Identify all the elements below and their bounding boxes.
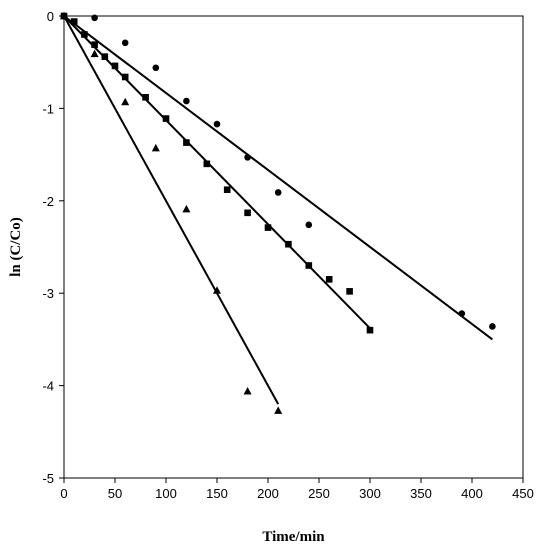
data-point-square [70,18,78,25]
data-point-triangle [182,204,191,213]
x-tick-label: 250 [308,486,330,501]
data-point-square [111,62,119,70]
data-point-triangle [274,406,283,414]
x-tick-label: 350 [410,486,432,501]
data-point-square [162,115,170,122]
data-point-square [346,288,353,295]
data-point-square [285,240,292,248]
plot-frame [63,15,524,479]
x-axis-ticks: 0 50 100 150 200 250 300 350 400 450 [60,478,534,501]
data-markers [60,11,496,414]
data-point-circle [91,14,98,22]
y-tick-label: -2 [42,194,54,209]
data-point-triangle [90,49,99,58]
data-point-circle [489,323,496,330]
data-point-circle [305,221,313,229]
x-tick-label: 300 [359,486,381,501]
fit-line-series-2 [63,15,371,330]
data-point-triangle [121,97,130,106]
data-point-circle [458,310,466,317]
y-axis-ticks: 0 -1 -2 -3 -4 -5 [42,9,64,486]
data-point-triangle [243,386,252,395]
x-axis-label: Time/min [262,529,325,545]
y-tick-label: -1 [42,101,54,116]
data-point-square [264,224,272,231]
data-point-square [81,31,88,38]
fit-line-series-3 [63,15,280,405]
axes [63,15,524,479]
data-point-square [142,94,149,101]
data-point-triangle [151,143,160,152]
data-point-square [366,326,374,334]
x-tick-label: 50 [108,486,122,501]
data-point-square [203,160,211,168]
data-point-circle [244,154,251,161]
data-point-triangle [213,286,221,294]
data-point-square [305,262,313,269]
data-point-square [223,186,231,194]
y-axis-label: ln (C/Co) [8,217,24,277]
data-point-square [325,276,333,283]
x-tick-label: 200 [257,486,279,501]
data-point-circle [152,64,160,72]
data-point-circle [274,189,282,196]
data-point-square [244,209,251,217]
y-tick-label: -3 [42,286,54,301]
y-tick-label: -5 [42,471,54,486]
x-tick-label: 150 [206,486,228,501]
data-point-square [101,53,109,60]
x-tick-label: 100 [155,486,177,501]
y-tick-label: -4 [42,379,54,394]
data-point-square [183,139,190,146]
data-point-square [121,73,129,81]
data-point-square [91,41,98,48]
data-point-circle [183,97,190,105]
data-point-circle [121,39,129,47]
x-tick-label: 0 [60,486,67,501]
data-point-circle [213,120,221,128]
data-point-triangle [60,11,68,20]
fit-line-series-1 [63,15,494,341]
y-tick-label: 0 [47,9,54,24]
x-tick-label: 400 [461,486,483,501]
x-tick-label: 450 [512,486,534,501]
